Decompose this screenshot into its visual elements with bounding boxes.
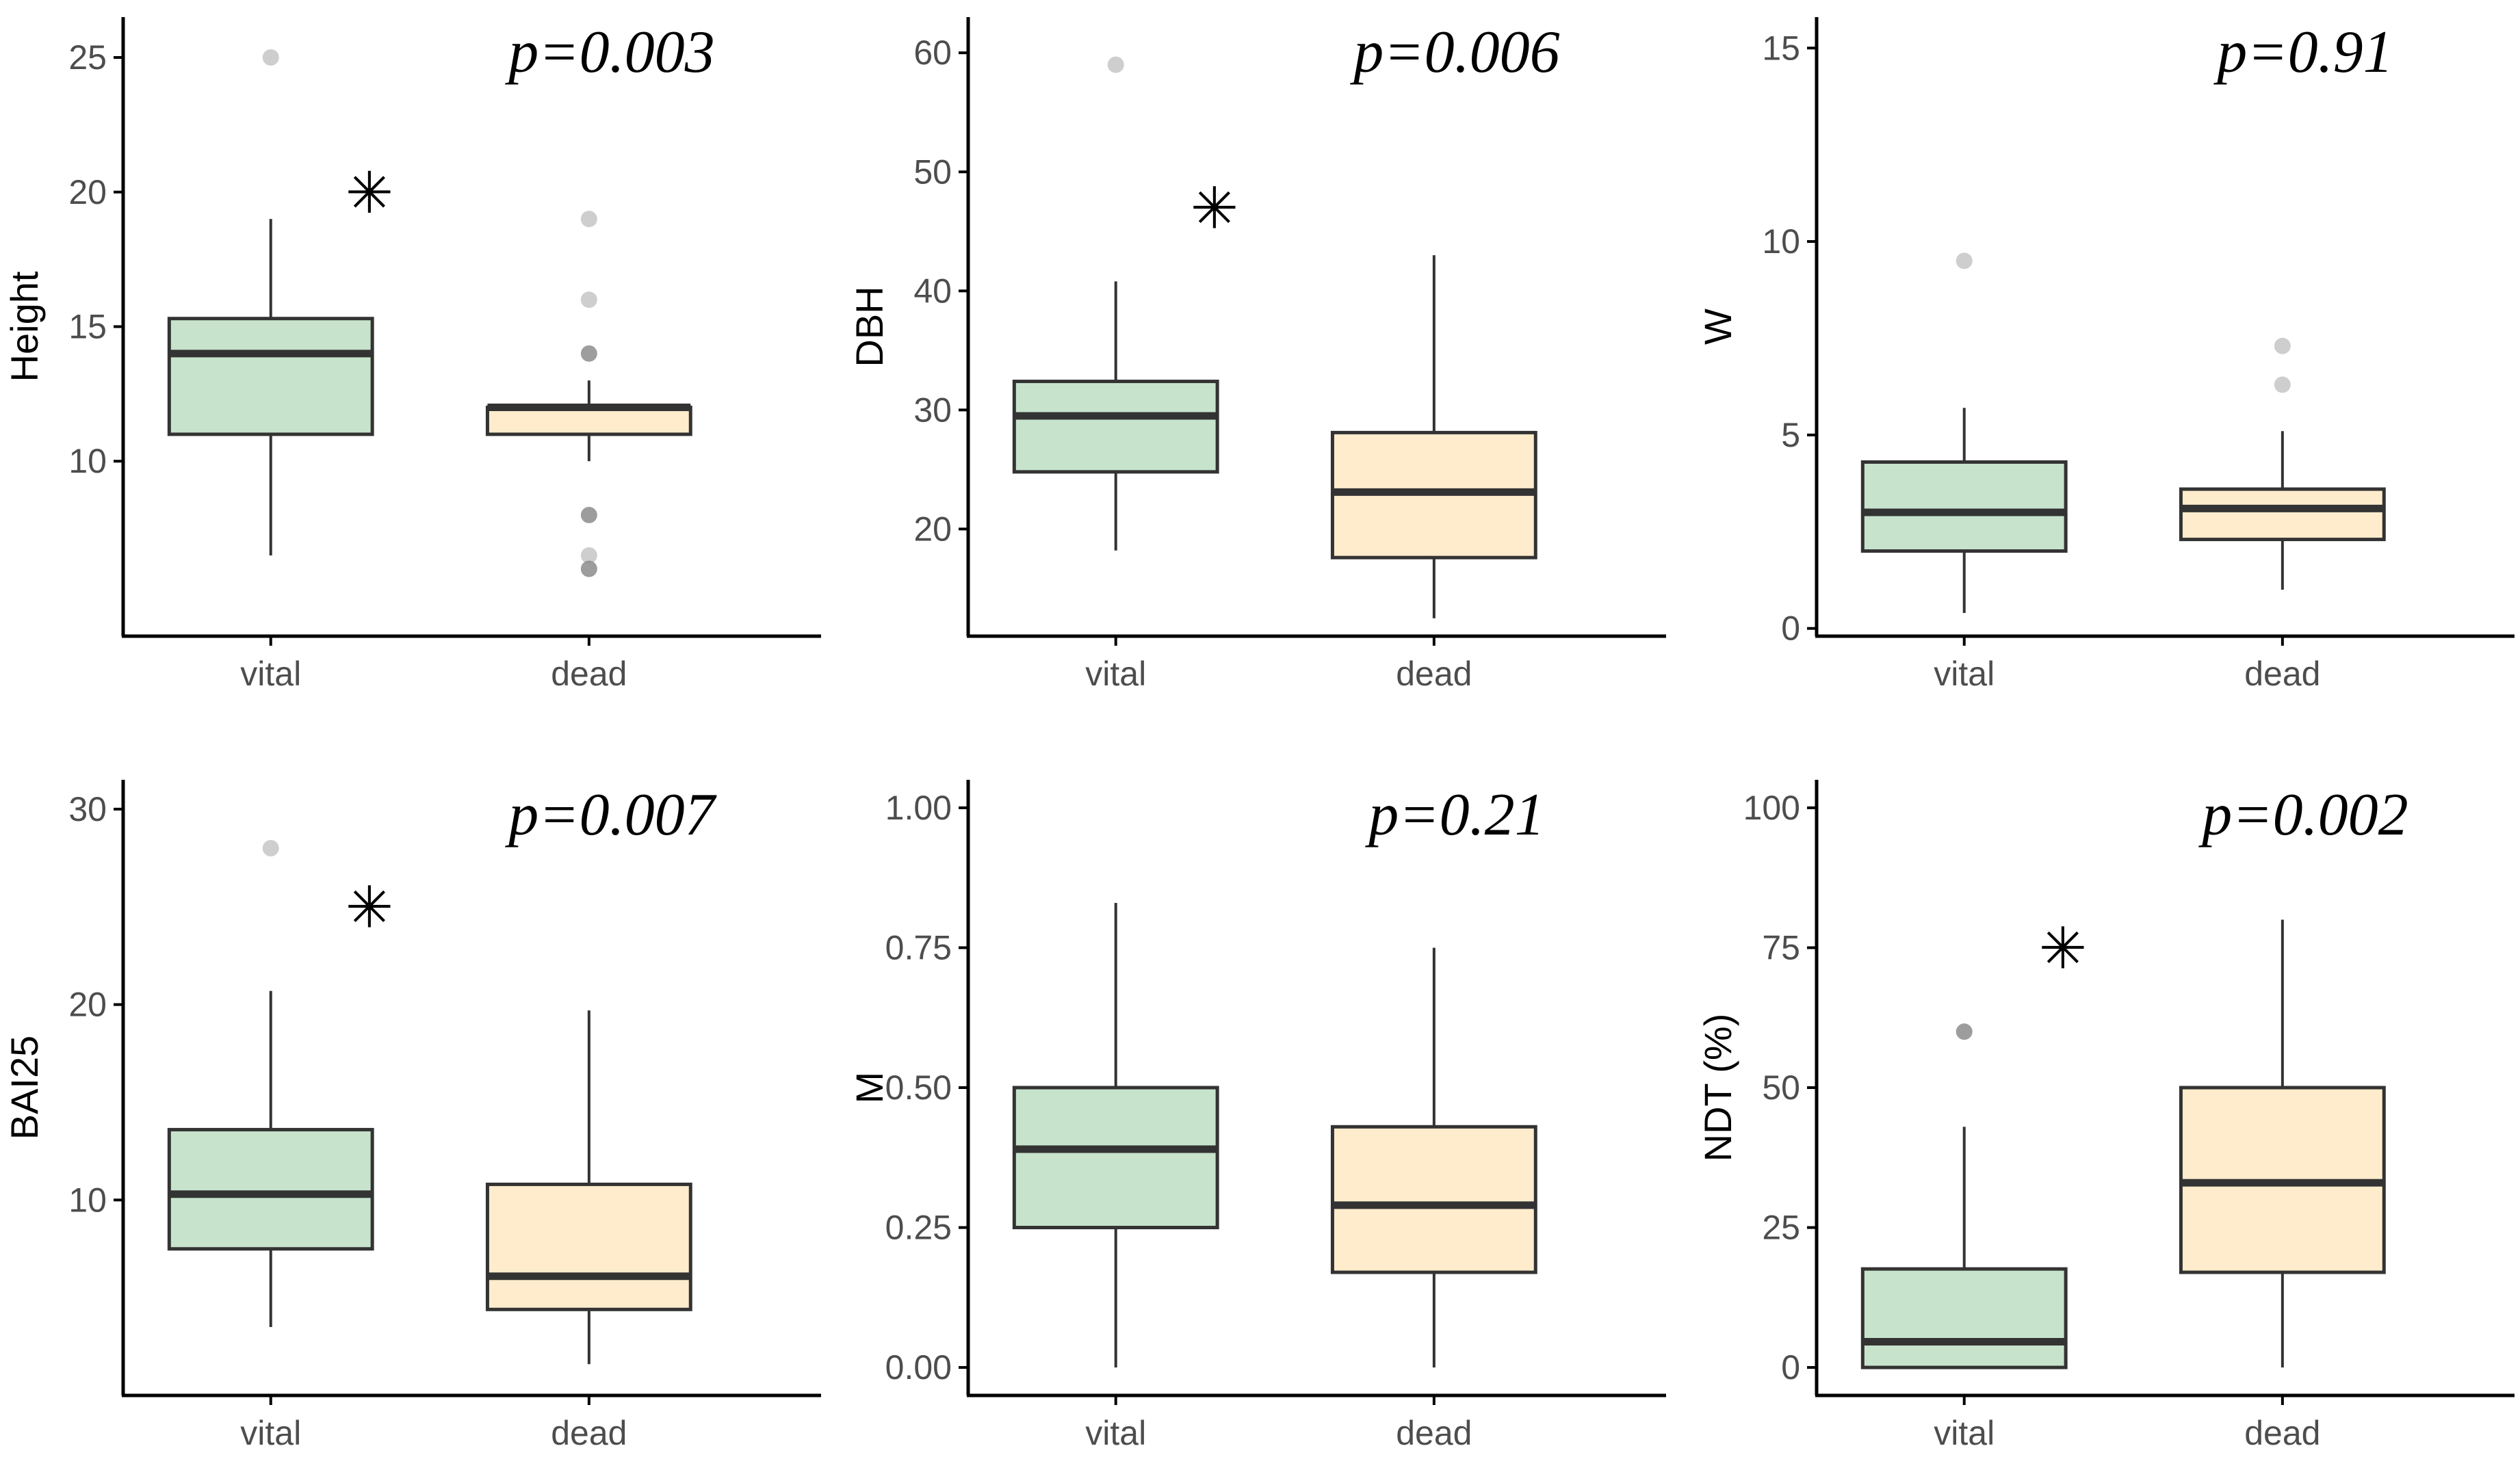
x-tick-label-vital: vital — [1085, 1414, 1146, 1452]
p-value-label: p=0.003 — [504, 19, 714, 86]
outlier-point — [1107, 56, 1124, 73]
p-value-label: p=0.007 — [504, 782, 717, 848]
box-iqr — [167, 1127, 374, 1251]
y-tick-label: 60 — [913, 34, 952, 72]
x-tick-label-dead: dead — [2244, 1414, 2320, 1452]
significance-star: ✳ — [346, 874, 393, 941]
box-vital — [1012, 56, 1219, 551]
box-dead — [2179, 337, 2386, 590]
y-axis-title: DBH — [848, 286, 891, 367]
y-axis-title: BAI25 — [3, 1036, 46, 1140]
outlier-point — [262, 840, 279, 856]
significance-star: ✳ — [1191, 174, 1238, 241]
box-iqr — [167, 317, 374, 436]
p-value-label: p=0.21 — [1364, 782, 1544, 848]
y-tick-label: 50 — [913, 153, 952, 191]
panel-6: 0 25 50 75 100 NDT (%) vital dead p=0.002 ✳ — [1696, 780, 2515, 1452]
y-tick-label: 10 — [1762, 222, 1800, 261]
significance-star: ✳ — [346, 159, 393, 226]
y-tick-label: 20 — [913, 510, 952, 548]
box-iqr — [485, 406, 692, 436]
outlier-point — [580, 345, 597, 362]
box-iqr — [1012, 1086, 1219, 1230]
y-tick-label: 25 — [1762, 1209, 1800, 1247]
box-iqr — [2179, 487, 2386, 542]
y-tick-label: 20 — [68, 986, 107, 1024]
significance-star: ✳ — [2039, 915, 2087, 982]
y-tick-label: 10 — [68, 442, 107, 480]
y-tick-label: 0.00 — [885, 1348, 952, 1387]
outlier-point — [580, 291, 597, 309]
y-tick-label: 15 — [68, 308, 107, 346]
box-iqr — [1860, 1267, 2068, 1369]
box-iqr — [1860, 460, 2068, 553]
box-vital — [167, 840, 374, 1327]
y-tick-label: 25 — [68, 38, 107, 77]
y-tick-label: 0.50 — [885, 1068, 952, 1107]
y-axis-title: NDT (%) — [1696, 1014, 1739, 1162]
y-axis-title: M — [848, 1072, 891, 1104]
p-value-label: p=0.91 — [2213, 19, 2393, 86]
panel-4: 10 20 30 BAI25 vital dead p=0.007 ✳ — [3, 780, 821, 1452]
y-tick-label: 5 — [1781, 416, 1800, 454]
y-tick-label: 40 — [913, 272, 952, 310]
box-iqr — [1330, 1125, 1537, 1274]
box-dead — [1330, 947, 1537, 1368]
y-tick-label: 0.25 — [885, 1209, 952, 1247]
outlier-point — [1956, 252, 1973, 270]
y-tick-label: 0.75 — [885, 928, 952, 967]
outlier-point — [2274, 376, 2291, 393]
box-dead — [2179, 919, 2386, 1368]
outlier-point — [580, 211, 597, 228]
y-tick-label: 100 — [1743, 789, 1800, 827]
outlier-point — [580, 560, 597, 577]
x-tick-label-dead: dead — [551, 655, 627, 693]
p-value-label: p=0.002 — [2198, 782, 2408, 848]
y-tick-label: 0 — [1781, 609, 1800, 648]
panel-2: 20 30 40 50 60 DBH vital dead p=0.006 ✳ — [848, 17, 1666, 693]
x-tick-label-vital: vital — [240, 1414, 301, 1452]
box-iqr — [485, 1182, 692, 1311]
outlier-point — [1956, 1023, 1973, 1040]
y-tick-label: 50 — [1762, 1068, 1800, 1107]
y-tick-label: 30 — [68, 790, 107, 828]
outlier-point — [580, 547, 597, 564]
box-dead — [485, 1010, 692, 1365]
box-vital — [1860, 1023, 2068, 1369]
y-tick-label: 20 — [68, 173, 107, 211]
y-tick-label: 75 — [1762, 928, 1800, 967]
outlier-point — [2274, 337, 2291, 354]
x-tick-label-dead: dead — [1396, 1414, 1472, 1452]
x-tick-label-vital: vital — [1934, 1414, 1995, 1452]
box-vital — [1860, 252, 2068, 614]
x-tick-label-dead: dead — [551, 1414, 627, 1452]
y-tick-label: 10 — [68, 1181, 107, 1219]
outlier-point — [580, 506, 597, 523]
x-tick-label-dead: dead — [2244, 655, 2320, 693]
outlier-point — [262, 49, 279, 66]
box-vital — [167, 49, 374, 555]
x-tick-label-vital: vital — [240, 655, 301, 693]
y-tick-label: 30 — [913, 391, 952, 429]
y-axis-title: Height — [3, 271, 46, 382]
x-tick-label-vital: vital — [1934, 655, 1995, 693]
x-tick-label-dead: dead — [1396, 655, 1472, 693]
y-tick-label: 0 — [1781, 1348, 1800, 1387]
box-iqr — [1012, 380, 1219, 474]
p-value-label: p=0.006 — [1349, 19, 1559, 86]
y-tick-label: 15 — [1762, 29, 1800, 67]
y-axis-title: W — [1696, 309, 1739, 345]
y-tick-label: 1.00 — [885, 789, 952, 827]
box-dead — [1330, 255, 1537, 618]
panel-1: 10 15 20 25 Height vital dead p=0.003 ✳ — [3, 17, 821, 693]
x-tick-label-vital: vital — [1085, 655, 1146, 693]
box-dead — [485, 211, 692, 577]
box-vital — [1012, 903, 1219, 1368]
